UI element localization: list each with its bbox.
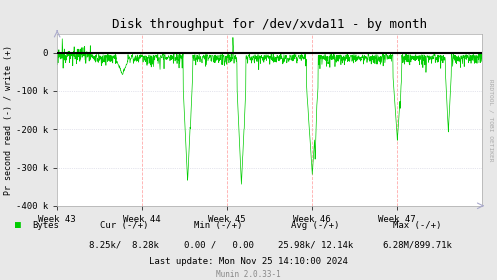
Text: Munin 2.0.33-1: Munin 2.0.33-1 [216, 270, 281, 279]
Text: Avg (-/+): Avg (-/+) [291, 221, 340, 230]
Text: Cur (-/+): Cur (-/+) [100, 221, 149, 230]
Y-axis label: Pr second read (-) / write (+): Pr second read (-) / write (+) [4, 45, 13, 195]
Text: Max (-/+): Max (-/+) [393, 221, 442, 230]
Text: Last update: Mon Nov 25 14:10:00 2024: Last update: Mon Nov 25 14:10:00 2024 [149, 257, 348, 266]
Text: Min (-/+): Min (-/+) [194, 221, 243, 230]
Text: ■: ■ [15, 220, 21, 230]
Text: 0.00 /   0.00: 0.00 / 0.00 [184, 241, 253, 249]
Text: Bytes: Bytes [32, 221, 59, 230]
Text: 6.28M/899.71k: 6.28M/899.71k [383, 241, 452, 249]
Title: Disk throughput for /dev/xvda11 - by month: Disk throughput for /dev/xvda11 - by mon… [112, 18, 427, 31]
Text: 8.25k/  8.28k: 8.25k/ 8.28k [89, 241, 159, 249]
Text: 25.98k/ 12.14k: 25.98k/ 12.14k [278, 241, 353, 249]
Text: RRDTOOL / TOBI OETIKER: RRDTOOL / TOBI OETIKER [489, 79, 494, 162]
